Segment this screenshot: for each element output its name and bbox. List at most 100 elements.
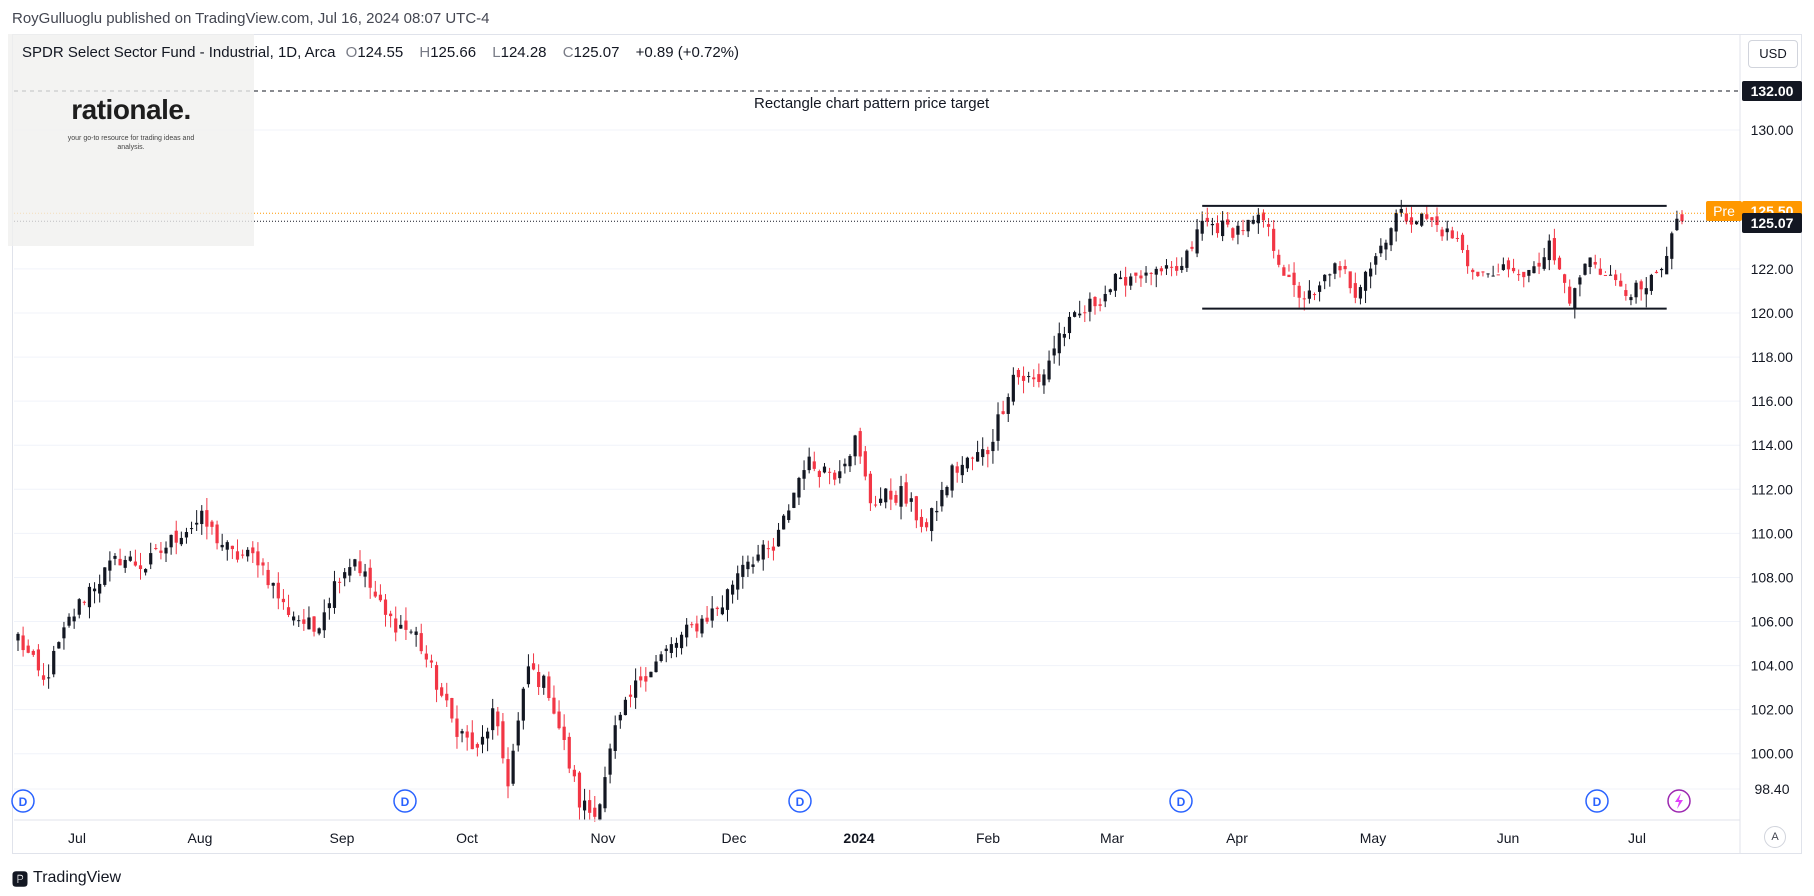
candle-body bbox=[1644, 288, 1648, 295]
candle bbox=[1180, 257, 1184, 273]
candle bbox=[1659, 267, 1664, 278]
candle-body bbox=[1389, 228, 1393, 246]
candle bbox=[1261, 209, 1266, 228]
candle-body bbox=[1118, 277, 1123, 280]
candle-body bbox=[149, 553, 153, 565]
candle bbox=[1404, 207, 1408, 225]
candle-body bbox=[1532, 266, 1536, 274]
candle-body bbox=[741, 564, 745, 577]
candle bbox=[1450, 226, 1454, 239]
candle bbox=[271, 582, 275, 599]
candle-body bbox=[16, 633, 20, 641]
candle bbox=[286, 594, 291, 618]
dividend-marker-circle bbox=[393, 789, 417, 813]
candle-body bbox=[118, 558, 122, 566]
candle-body bbox=[399, 624, 403, 629]
candle-body bbox=[317, 628, 321, 634]
price-tick-label: 102.00 bbox=[1751, 702, 1794, 718]
candle bbox=[363, 563, 367, 588]
candle-body bbox=[909, 498, 913, 502]
candle bbox=[200, 505, 204, 535]
candle-body bbox=[1379, 245, 1383, 254]
candle bbox=[1169, 261, 1174, 277]
dividend-marker-letter: D bbox=[1593, 795, 1602, 809]
candle bbox=[1588, 257, 1592, 275]
candle-body bbox=[521, 688, 525, 721]
candle-body bbox=[103, 567, 107, 585]
candle-body bbox=[1343, 266, 1347, 270]
candle-body bbox=[1011, 374, 1015, 402]
candle-body bbox=[327, 603, 331, 609]
candle-body bbox=[1450, 230, 1454, 239]
candle bbox=[817, 469, 821, 488]
symbol-name[interactable]: SPDR Select Sector Fund - Industrial, 1D… bbox=[22, 44, 336, 61]
candle bbox=[1098, 298, 1102, 312]
candle bbox=[1583, 263, 1587, 276]
price-tick-label: 98.40 bbox=[1754, 781, 1789, 797]
candle-body bbox=[1506, 260, 1511, 270]
candle-body bbox=[62, 627, 66, 639]
candle-body bbox=[123, 559, 127, 568]
candle bbox=[281, 589, 286, 610]
candle bbox=[108, 551, 112, 582]
candle-body bbox=[1006, 397, 1010, 414]
candle bbox=[149, 542, 153, 570]
candle bbox=[879, 487, 883, 506]
candle bbox=[598, 803, 602, 821]
candle-body bbox=[1593, 261, 1597, 265]
candle bbox=[1052, 335, 1056, 364]
candle-body bbox=[1384, 242, 1388, 250]
footer-branding: 🅿 TradingView bbox=[12, 866, 121, 890]
candle bbox=[1047, 350, 1051, 383]
candle-body bbox=[731, 584, 735, 595]
candle-body bbox=[200, 510, 204, 525]
candle bbox=[389, 610, 393, 628]
dividend-marker: D bbox=[788, 789, 812, 813]
auto-scale-button[interactable]: A bbox=[1764, 826, 1786, 848]
candle-body bbox=[572, 769, 576, 777]
candle-body bbox=[914, 496, 918, 521]
candle-body bbox=[1649, 274, 1653, 291]
candle bbox=[26, 639, 30, 654]
chart-overlays bbox=[14, 90, 1740, 310]
candle bbox=[1440, 226, 1444, 241]
candle bbox=[337, 577, 342, 594]
candle-body bbox=[812, 461, 816, 469]
target-annotation[interactable]: Rectangle chart pattern price target bbox=[754, 95, 990, 112]
candle-body bbox=[251, 547, 255, 554]
candle bbox=[343, 567, 347, 587]
candle-body bbox=[889, 490, 893, 500]
candle bbox=[1328, 273, 1332, 287]
currency-button[interactable]: USD bbox=[1748, 40, 1798, 68]
candle bbox=[1108, 288, 1112, 295]
price-tick-label: 116.00 bbox=[1751, 393, 1793, 409]
candle-body bbox=[47, 677, 51, 679]
price-tick-label: 130.00 bbox=[1751, 122, 1794, 138]
candle-body bbox=[1108, 289, 1112, 293]
candle-body bbox=[1619, 280, 1623, 287]
candle-body bbox=[965, 457, 969, 469]
candle-body bbox=[1440, 229, 1444, 237]
candle-body bbox=[1624, 290, 1628, 296]
candle-body bbox=[1190, 246, 1194, 249]
watermark-subtitle: your go-to resource for trading ideas an… bbox=[67, 135, 195, 151]
candle bbox=[685, 618, 689, 647]
candle bbox=[67, 613, 71, 628]
candle-body bbox=[863, 451, 867, 477]
candle-body bbox=[389, 613, 393, 617]
price-tick-label: 114.00 bbox=[1751, 437, 1793, 453]
candle-body bbox=[363, 571, 367, 577]
candle-body bbox=[1369, 268, 1373, 277]
candle bbox=[970, 456, 975, 471]
candle-body bbox=[31, 650, 35, 655]
candle bbox=[1246, 219, 1250, 238]
candle bbox=[593, 796, 597, 822]
candle-body bbox=[98, 583, 102, 594]
candle bbox=[950, 463, 954, 498]
candle bbox=[1231, 227, 1235, 241]
time-tick-label: Dec bbox=[722, 830, 747, 846]
candle-body bbox=[414, 631, 418, 635]
candle bbox=[731, 580, 735, 604]
candle-body bbox=[802, 470, 806, 479]
